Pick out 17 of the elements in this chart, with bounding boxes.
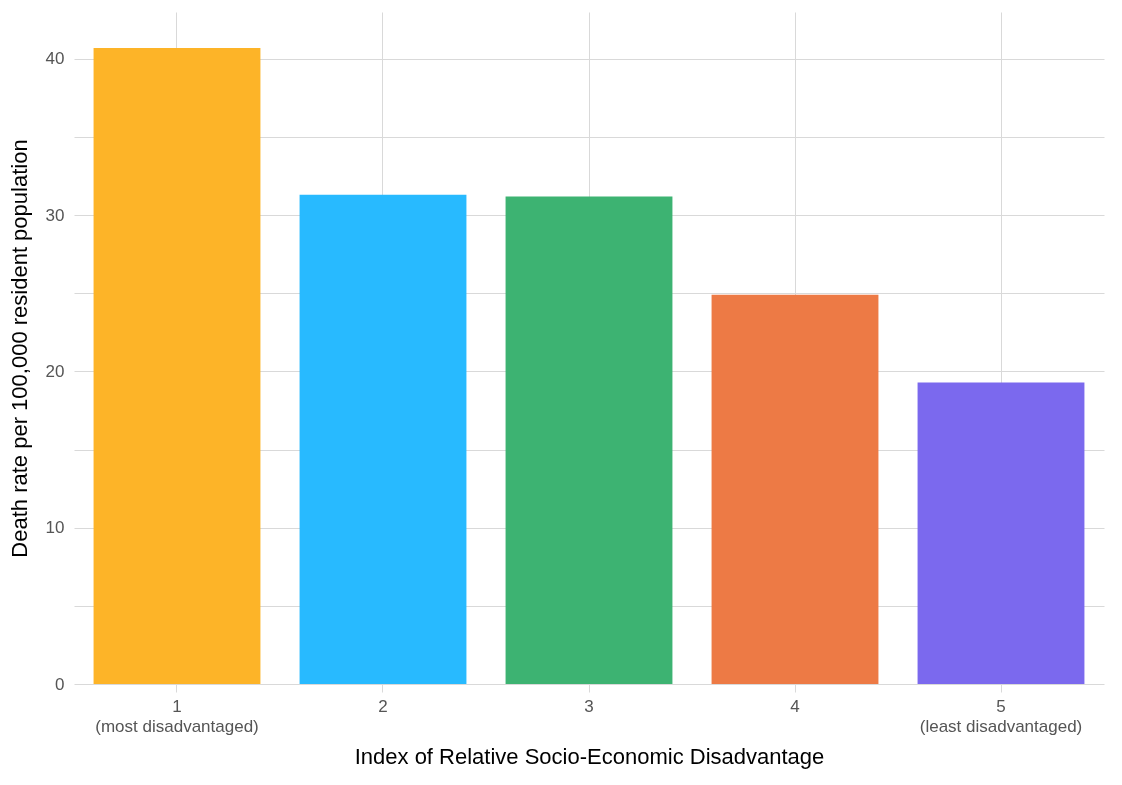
bar (505, 196, 673, 684)
x-tick-label: 3 (584, 696, 594, 716)
x-tick-label: 2 (378, 696, 388, 716)
x-tick-label: 4 (790, 696, 800, 716)
y-tick-label: 0 (55, 674, 65, 694)
bar (711, 294, 879, 684)
y-axis-title: Death rate per 100,000 resident population (6, 139, 32, 558)
y-tick-label: 30 (45, 205, 65, 225)
bar (93, 47, 261, 684)
x-tick-label: 5 (least disadvantaged) (919, 696, 1083, 736)
y-tick-label: 40 (45, 49, 65, 69)
x-tick-label: 1 (most disadvantaged) (95, 696, 259, 736)
x-axis-title: Index of Relative Socio-Economic Disadvantage (354, 743, 825, 769)
y-tick-label: 20 (45, 361, 65, 381)
bar (299, 194, 467, 684)
y-tick-label: 10 (45, 518, 65, 538)
bar (917, 382, 1085, 684)
